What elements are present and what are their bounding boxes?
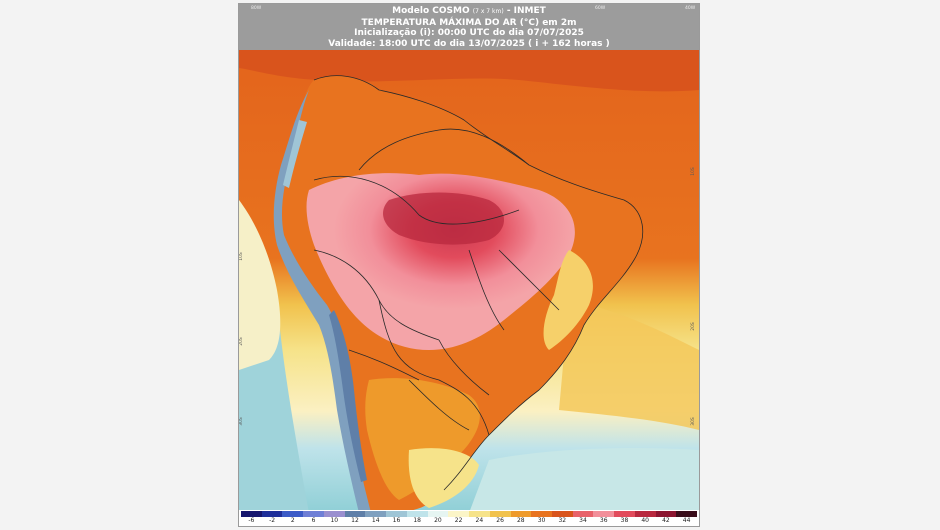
color-legend: -6 -2 2 6 10 12 14 16 18 20 22 24 26 28 30 32 34 36 38 40 42… xyxy=(239,510,699,526)
legend-tick-label: 26 xyxy=(496,517,504,524)
southern-cone-pale xyxy=(408,448,479,508)
legend-tick-label: 24 xyxy=(475,517,484,524)
legend-swatch xyxy=(323,511,345,517)
legend-tick-label: 6 xyxy=(311,517,316,524)
legend-swatch xyxy=(241,511,262,517)
legend-swatch xyxy=(676,511,698,517)
model-name: Modelo COSMO xyxy=(392,6,470,16)
temperature-map xyxy=(239,50,699,513)
legend-swatch xyxy=(510,511,532,517)
lat-label-right-20s: 20S xyxy=(690,322,696,331)
map-frame: Modelo COSMO (7 x 7 km) - INMET TEMPERAT… xyxy=(238,3,700,527)
lat-label-right-10s: 10S xyxy=(690,167,696,176)
legend-swatch xyxy=(572,511,594,517)
southern-cone-yellow xyxy=(365,378,480,500)
lon-label-40w: 40W xyxy=(685,6,696,11)
legend-swatch xyxy=(365,511,387,517)
legend-swatch xyxy=(386,511,407,517)
legend-tick-label: 38 xyxy=(620,517,629,524)
lat-label-20s: 20S xyxy=(238,337,244,346)
legend-swatch xyxy=(655,511,677,517)
legend-tick-label: 10 xyxy=(330,517,339,524)
legend-tick-label: 42 xyxy=(662,517,670,524)
legend-swatch xyxy=(469,511,490,517)
legend-swatch xyxy=(489,511,511,517)
title-line-4: Validade: 18:00 UTC do dia 13/07/2025 ( … xyxy=(328,38,610,49)
amazon-hot-core xyxy=(383,192,504,245)
legend-swatch xyxy=(593,511,615,517)
andes-highland-blue xyxy=(329,310,367,482)
andes-north-cyan xyxy=(283,120,307,188)
legend-tick-label: 40 xyxy=(641,517,649,524)
legend-swatch xyxy=(344,511,366,517)
legend-tick-label: 34 xyxy=(579,517,587,524)
title-line-3: Inicialização (i): 00:00 UTC do dia 07/0… xyxy=(354,28,584,38)
legend-tick-label: 16 xyxy=(392,517,401,524)
legend-swatches xyxy=(241,511,698,517)
lon-label-80w: 80W xyxy=(251,6,262,11)
lat-label-right-30s: 30S xyxy=(690,417,696,426)
legend-tick-label: 22 xyxy=(454,517,463,524)
legend-labels: -6 -2 2 6 10 12 14 16 18 20 22 24 26 28 30 32 34 36 38 40 42… xyxy=(241,517,697,525)
atlantic-yellow-region xyxy=(559,300,699,430)
pacific-pale-region xyxy=(239,200,281,370)
legend-tick-label: 12 xyxy=(351,517,359,524)
legend-swatch xyxy=(634,511,656,517)
legend-swatch xyxy=(427,511,449,517)
legend-tick-label: 20 xyxy=(434,517,442,524)
legend-tick-label: 18 xyxy=(413,517,421,524)
legend-tick-label: 28 xyxy=(516,517,525,524)
lat-label-10s: 10S xyxy=(238,252,244,261)
legend-swatch xyxy=(552,511,573,517)
legend-swatch xyxy=(303,511,324,517)
northeast-yellow-zone xyxy=(543,250,593,350)
legend-swatch xyxy=(614,511,635,517)
country-borders xyxy=(313,75,643,491)
legend-tick-label: -2 xyxy=(269,517,276,524)
legend-tick-label: 32 xyxy=(558,517,567,524)
interior-hot-zone xyxy=(306,173,575,350)
model-institute: - INMET xyxy=(506,6,546,16)
legend-swatch xyxy=(282,511,304,517)
title-line-1: Modelo COSMO (7 x 7 km) - INMET xyxy=(239,6,699,18)
atlantic-cool-region xyxy=(469,448,699,513)
legend-tick-label: 36 xyxy=(599,517,608,524)
legend-swatch xyxy=(448,511,470,517)
title-line-2: TEMPERATURA MÁXIMA DO AR (°C) em 2m xyxy=(361,17,577,28)
legend-tick-label: 14 xyxy=(371,517,380,524)
legend-swatch xyxy=(261,511,283,517)
lat-label-30s: 30S xyxy=(238,417,244,426)
legend-tick-label: -6 xyxy=(248,517,255,524)
model-resolution: (7 x 7 km) xyxy=(472,8,504,15)
legend-tick-label: 2 xyxy=(290,517,295,524)
lon-label-60w: 60W xyxy=(595,6,606,11)
legend-tick-label: 44 xyxy=(682,517,691,524)
legend-tick-label: 30 xyxy=(537,517,546,524)
legend-swatch xyxy=(406,511,428,517)
legend-swatch xyxy=(531,511,553,517)
map-header: Modelo COSMO (7 x 7 km) - INMET TEMPERAT… xyxy=(239,4,699,50)
